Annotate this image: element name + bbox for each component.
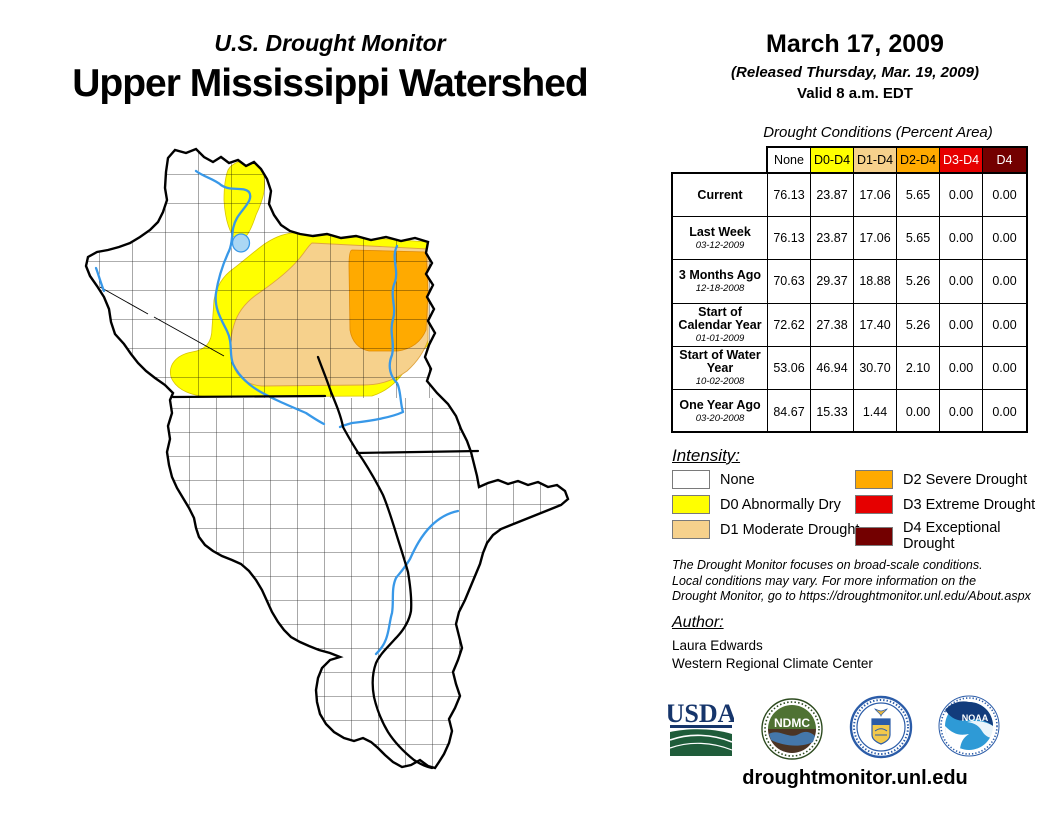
legend-item-d2: D2 Severe Drought — [855, 470, 1027, 489]
table-row-label: Start of Water Year 10-02-2008 — [673, 346, 768, 390]
drought-table-header: None D0-D4 D1-D4 D2-D4 D3-D4 D4 — [766, 146, 1028, 172]
table-cell: 30.70 — [854, 346, 897, 390]
table-cell: 0.00 — [983, 260, 1026, 304]
table-cell: 0.00 — [940, 303, 983, 347]
table-cell: 5.65 — [897, 217, 940, 261]
ndmc-logo-text: NDMC — [774, 716, 810, 730]
table-cell: 17.06 — [854, 217, 897, 261]
ndmc-logo: NDMC — [761, 698, 823, 760]
date-block: March 17, 2009 (Released Thursday, Mar. … — [700, 30, 1010, 102]
table-cell: 0.00 — [940, 260, 983, 304]
legend-item-d3: D3 Extreme Drought — [855, 495, 1035, 514]
state-border-wi-il — [355, 449, 480, 455]
table-cell: 0.00 — [983, 217, 1026, 261]
d2-color-swatch — [855, 470, 893, 489]
author-organization: Western Regional Climate Center — [672, 656, 873, 671]
d0-color-swatch — [672, 495, 710, 514]
minnesota-river-line — [99, 286, 225, 357]
valid-time: Valid 8 a.m. EDT — [797, 85, 913, 102]
illinois-river — [374, 509, 460, 656]
table-row-label: One Year Ago 03-20-2008 — [673, 389, 768, 434]
table-cell: 23.87 — [811, 174, 854, 218]
table-cell: 1.44 — [854, 389, 897, 434]
none-color-swatch — [672, 470, 710, 489]
table-cell: 84.67 — [768, 389, 811, 434]
table-cell: 0.00 — [940, 389, 983, 434]
table-cell: 17.40 — [854, 303, 897, 347]
table-cell: 0.00 — [983, 347, 1026, 390]
table-cell: 46.94 — [811, 346, 854, 390]
usda-logo: USDA — [668, 700, 734, 760]
mille-lacs-lake — [231, 233, 251, 253]
table-cell: 70.63 — [768, 260, 811, 304]
column-header-d1d4: D1-D4 — [854, 148, 897, 172]
west-river-segment — [94, 266, 106, 293]
table-row-label: 3 Months Ago 12-18-2008 — [673, 260, 768, 304]
table-cell: 0.00 — [992, 404, 1017, 419]
column-header-none: None — [768, 148, 811, 172]
page-title: Upper Mississippi Watershed — [72, 62, 589, 105]
column-header-d3d4: D3-D4 — [940, 148, 983, 172]
d3-color-swatch — [855, 495, 893, 514]
legend-item-none: None — [672, 470, 755, 489]
table-cell: 5.26 — [897, 260, 940, 304]
legend-item-d4: D4 Exceptional Drought — [855, 520, 1056, 552]
legend-item-d0: D0 Abnormally Dry — [672, 495, 841, 514]
state-border-mn-ia — [171, 394, 327, 399]
disclaimer-text: The Drought Monitor focuses on broad-sca… — [672, 558, 1031, 603]
author-name: Laura Edwards — [672, 638, 763, 653]
column-header-d2d4: D2-D4 — [897, 148, 940, 172]
noaa-logo: NOAA — [938, 695, 1000, 757]
table-cell: 0.00 — [940, 174, 983, 218]
table-row-label: Current — [673, 174, 768, 218]
d1-color-swatch — [672, 520, 710, 539]
table-cell: 23.87 — [811, 217, 854, 261]
report-kicker: U.S. Drought Monitor — [214, 30, 446, 56]
table-cell: 29.37 — [811, 260, 854, 304]
footer-url: droughtmonitor.unl.edu — [742, 767, 968, 789]
county-grid-south — [86, 398, 568, 768]
table-cell: 53.06 — [768, 346, 811, 390]
chippewa-wisconsin-river — [338, 244, 405, 429]
watershed-outline — [84, 147, 570, 770]
commerce-seal-logo — [849, 695, 913, 759]
county-grid-north — [86, 149, 568, 398]
table-cell: 15.33 — [811, 389, 854, 434]
table-cell: 0.00 — [897, 389, 940, 434]
table-cell: 18.88 — [854, 260, 897, 304]
table-caption: Drought Conditions (Percent Area) — [763, 124, 993, 141]
table-cell: 27.38 — [811, 303, 854, 347]
table-cell: 0.00 — [983, 304, 1026, 347]
table-cell: 72.62 — [768, 303, 811, 347]
table-cell: 0.00 — [983, 174, 1026, 218]
table-cell: 5.26 — [897, 303, 940, 347]
release-date: (Released Thursday, Mar. 19, 2009) — [731, 64, 979, 81]
table-cell: 0.00 — [940, 346, 983, 390]
d4-color-swatch — [855, 526, 893, 546]
map-date: March 17, 2009 — [766, 30, 944, 58]
table-cell: 5.65 — [897, 174, 940, 218]
legend-title: Intensity: — [672, 446, 741, 465]
table-cell: 76.13 — [768, 174, 811, 218]
column-header-d0d4: D0-D4 — [811, 148, 854, 172]
table-cell: 76.13 — [768, 217, 811, 261]
usda-logo-text: USDA — [668, 700, 734, 728]
drought-table: Current 76.13 23.87 17.06 5.65 0.00 0.00… — [671, 172, 1028, 434]
table-cell: 0.00 — [940, 217, 983, 261]
author-heading: Author: — [672, 614, 724, 631]
table-cell: 17.06 — [854, 174, 897, 218]
column-header-d4: D4 — [983, 148, 1026, 172]
legend-item-d1: D1 Moderate Drought — [672, 520, 859, 539]
noaa-logo-text: NOAA — [962, 713, 989, 723]
table-row-label: Start of Calendar Year 01-01-2009 — [673, 303, 768, 347]
table-cell: 2.10 — [897, 346, 940, 390]
state-border-mississippi — [316, 355, 434, 770]
table-row-label: Last Week 03-12-2009 — [673, 217, 768, 261]
